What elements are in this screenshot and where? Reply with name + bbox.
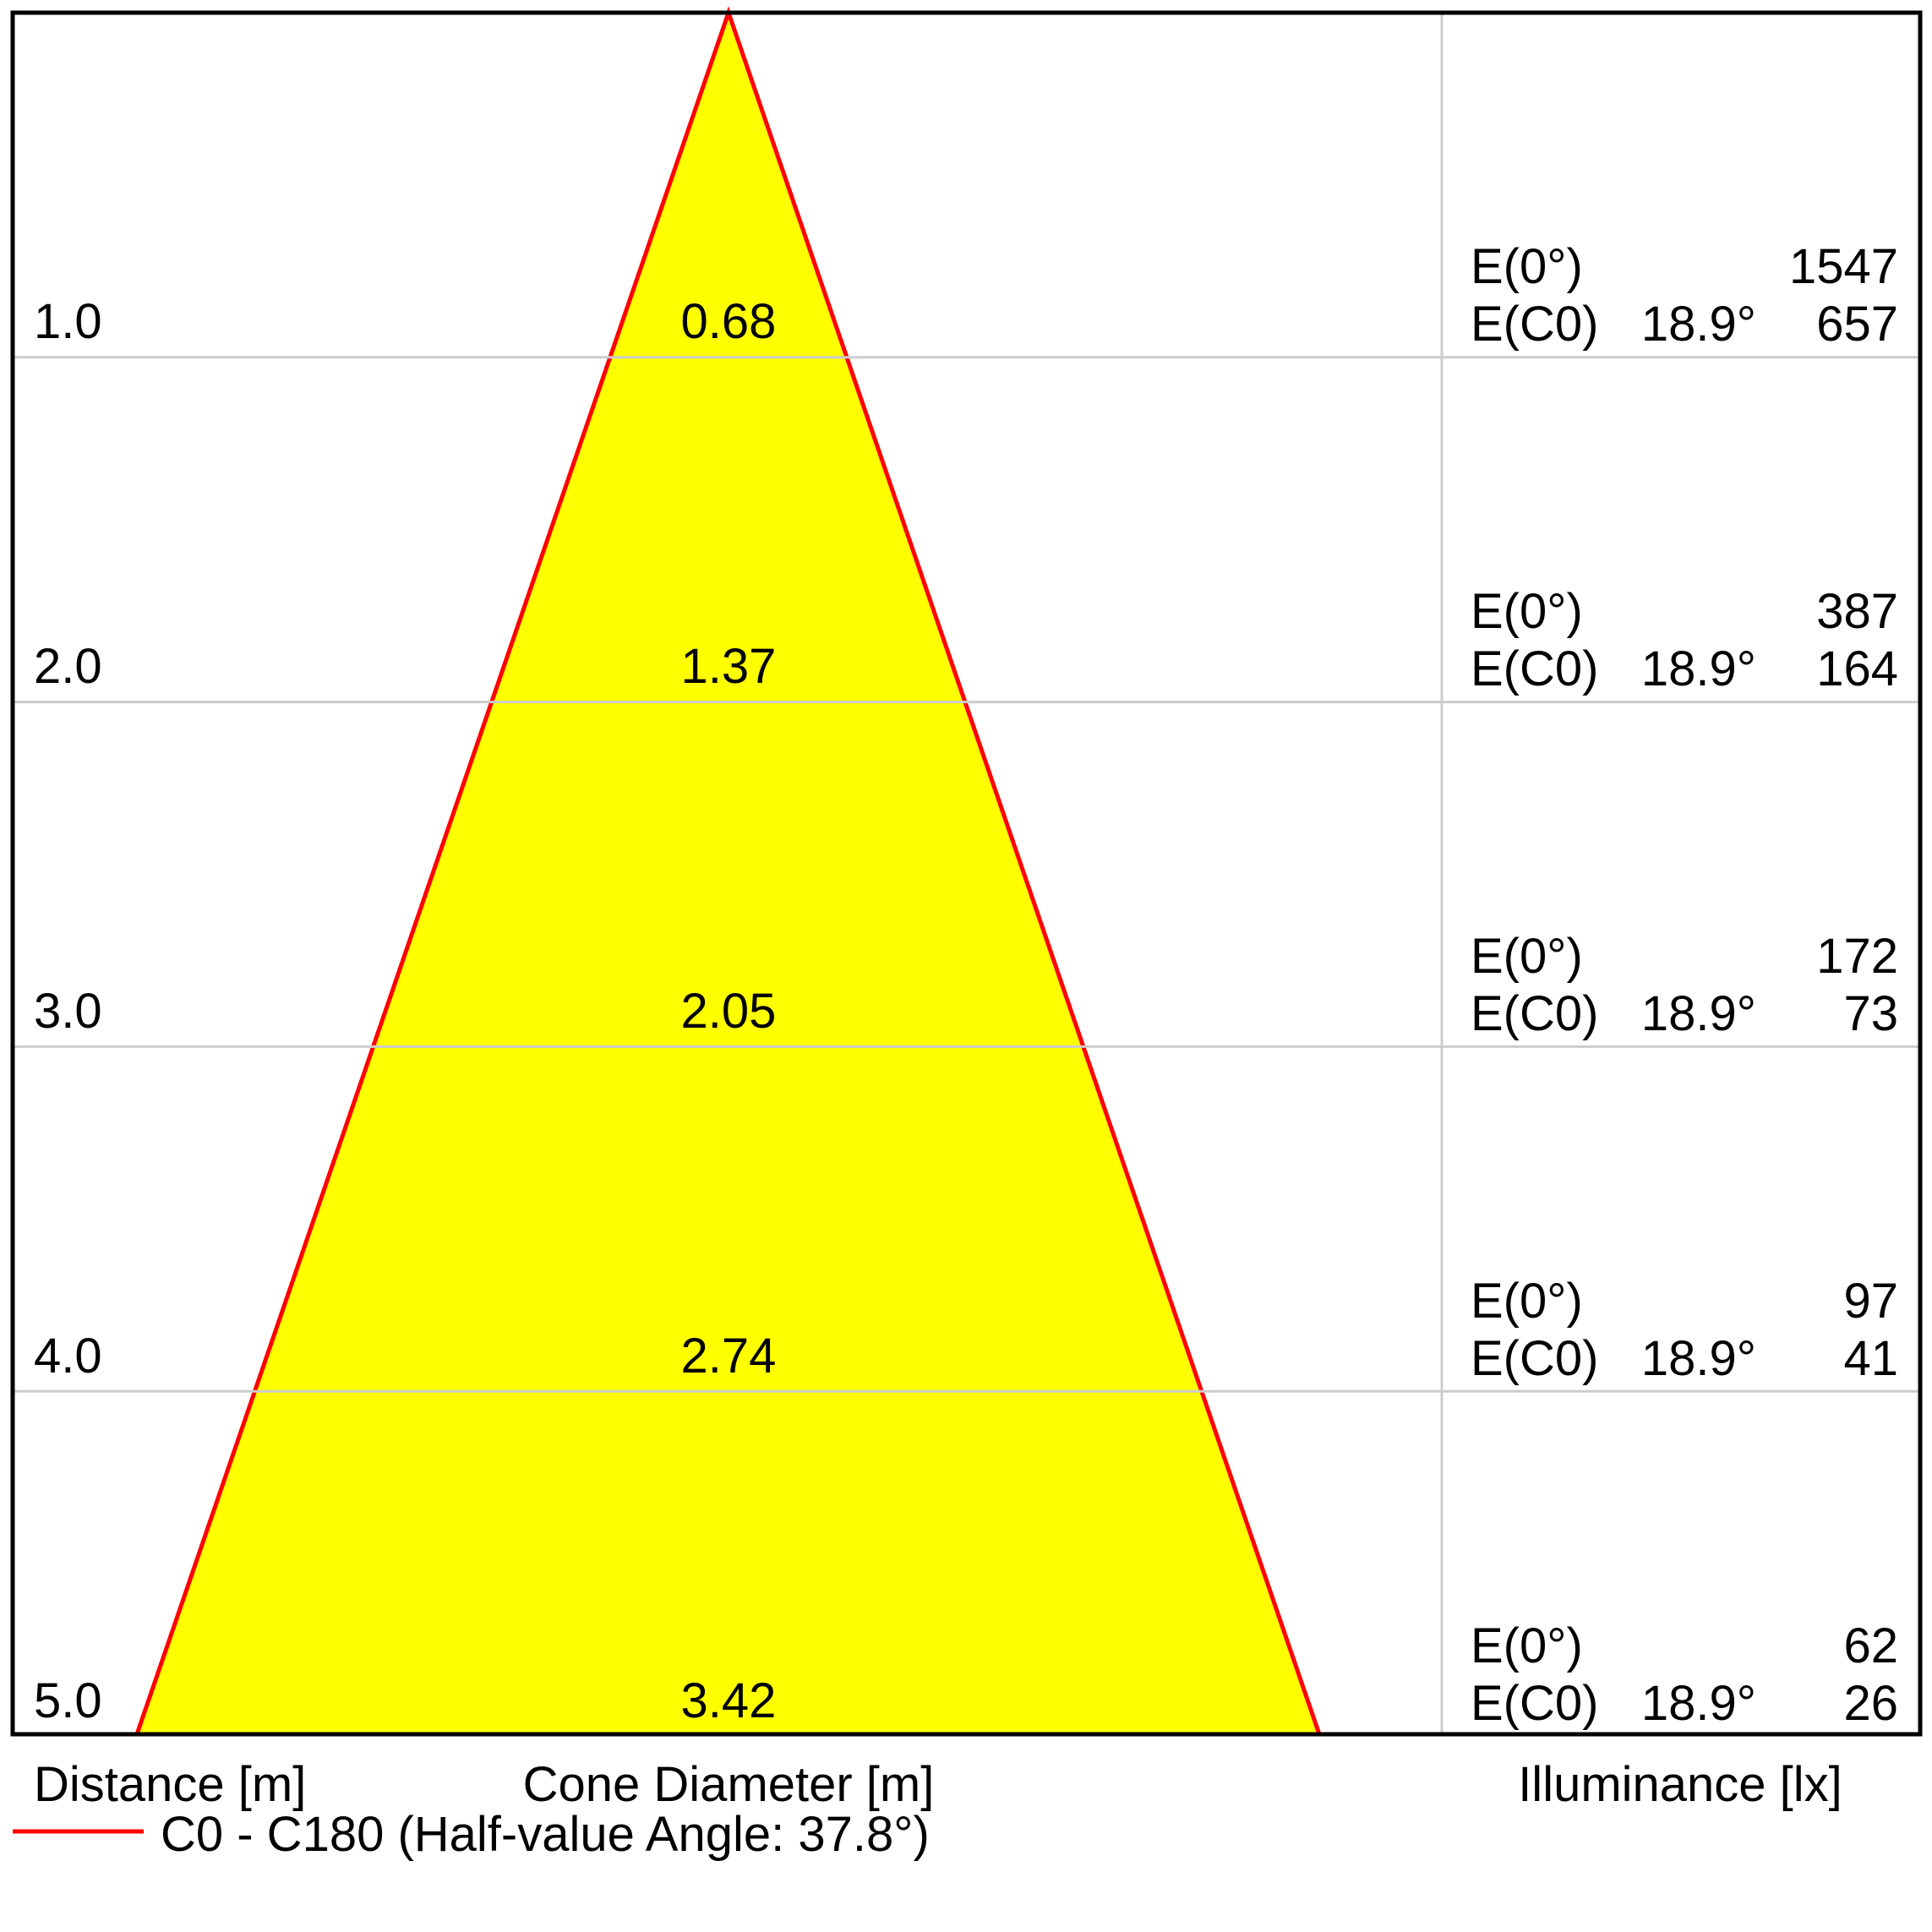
svg-text:387: 387 [1816,584,1898,639]
svg-text:1.37: 1.37 [681,639,777,694]
svg-text:E(C0): E(C0) [1471,1676,1598,1731]
svg-text:0.68: 0.68 [681,294,777,349]
svg-text:E(C0): E(C0) [1471,986,1598,1041]
svg-text:Distance [m]: Distance [m] [34,1757,306,1812]
svg-text:E(C0): E(C0) [1471,1331,1598,1386]
svg-text:E(0°): E(0°) [1471,239,1583,294]
svg-text:2.05: 2.05 [681,984,777,1039]
svg-text:Cone Diameter [m]: Cone Diameter [m] [523,1757,935,1812]
svg-text:4.0: 4.0 [34,1329,102,1384]
svg-text:164: 164 [1816,641,1898,696]
svg-text:E(0°): E(0°) [1471,1618,1583,1673]
svg-text:18.9°: 18.9° [1641,1331,1756,1386]
svg-text:26: 26 [1843,1676,1898,1731]
svg-text:C0 - C180 (Half-value Angle: 3: C0 - C180 (Half-value Angle: 37.8°) [161,1807,930,1862]
svg-text:18.9°: 18.9° [1641,297,1756,352]
svg-text:2.0: 2.0 [34,639,102,694]
svg-text:172: 172 [1816,929,1898,984]
svg-text:3.42: 3.42 [681,1673,777,1728]
svg-text:E(0°): E(0°) [1471,584,1583,639]
svg-text:18.9°: 18.9° [1641,1676,1756,1731]
svg-text:E(C0): E(C0) [1471,297,1598,352]
svg-text:E(0°): E(0°) [1471,1274,1583,1329]
svg-text:Illuminance [lx]: Illuminance [lx] [1518,1757,1842,1812]
svg-text:18.9°: 18.9° [1641,641,1756,696]
svg-text:657: 657 [1816,297,1898,352]
svg-text:73: 73 [1843,986,1898,1041]
svg-text:5.0: 5.0 [34,1673,102,1728]
svg-text:97: 97 [1843,1274,1898,1329]
svg-text:3.0: 3.0 [34,984,102,1039]
svg-text:18.9°: 18.9° [1641,986,1756,1041]
svg-text:41: 41 [1843,1331,1898,1386]
svg-text:E(0°): E(0°) [1471,929,1583,984]
svg-text:2.74: 2.74 [681,1329,777,1384]
svg-text:62: 62 [1843,1618,1898,1673]
svg-text:E(C0): E(C0) [1471,641,1598,696]
svg-text:1.0: 1.0 [34,294,102,349]
svg-text:1547: 1547 [1789,239,1898,294]
